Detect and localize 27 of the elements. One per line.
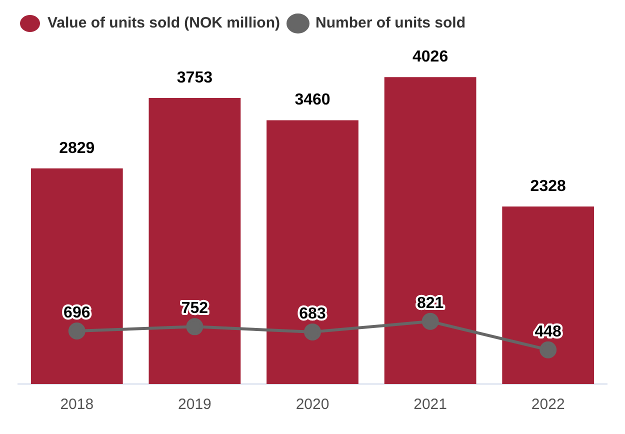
bar: [30, 168, 123, 384]
data-label: 3753: [176, 69, 213, 86]
x-tick-label: 2018: [60, 396, 94, 414]
bar: [384, 77, 476, 384]
data-label: 4026: [412, 48, 448, 66]
x-tick-label: 2022: [531, 396, 565, 414]
point: [68, 322, 86, 340]
data-label: 696: [64, 304, 90, 322]
bar: [502, 206, 594, 384]
x-tick-label: 2020: [296, 396, 330, 414]
data-label: 752: [181, 300, 208, 318]
point: [540, 341, 557, 358]
point: [304, 323, 321, 340]
point: [186, 318, 204, 336]
legend-label: Value of units sold (NOK million): [48, 14, 280, 32]
data-label: 2829: [59, 140, 95, 157]
x-tick-label: 2019: [178, 396, 212, 414]
data-label: 3460: [294, 92, 330, 109]
point: [422, 312, 439, 330]
x-tick-label: 2021: [414, 396, 447, 414]
data-label: 821: [416, 294, 444, 312]
data-label: 448: [534, 323, 562, 340]
data-label: 683: [299, 305, 326, 322]
bar: [148, 98, 241, 384]
bar: [266, 120, 358, 384]
data-label: 2328: [530, 178, 566, 195]
legend-label: Number of units sold: [316, 14, 466, 32]
